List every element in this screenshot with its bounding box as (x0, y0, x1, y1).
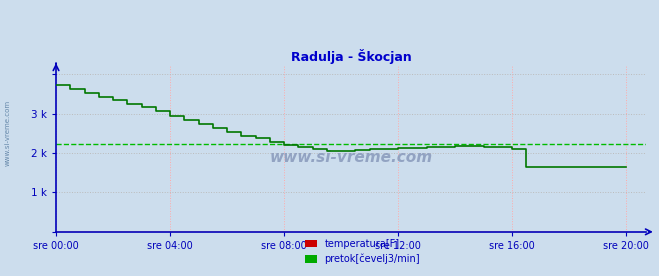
Text: www.si-vreme.com: www.si-vreme.com (5, 99, 11, 166)
Title: Radulja - Škocjan: Radulja - Škocjan (291, 49, 411, 64)
Legend: temperatura[F], pretok[čevelj3/min]: temperatura[F], pretok[čevelj3/min] (301, 235, 424, 268)
Text: www.si-vreme.com: www.si-vreme.com (270, 150, 432, 165)
